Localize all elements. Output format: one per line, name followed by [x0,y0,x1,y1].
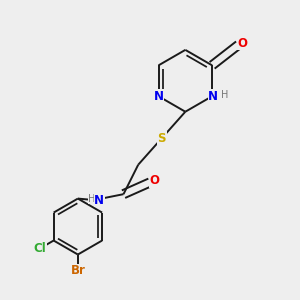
Text: N: N [154,90,164,103]
Text: O: O [238,37,248,50]
Text: O: O [149,174,159,188]
Text: N: N [94,194,104,207]
Text: S: S [158,132,166,145]
Text: N: N [208,90,218,103]
Text: Cl: Cl [33,242,46,255]
Text: Br: Br [70,264,85,277]
Text: H: H [88,194,95,204]
Text: H: H [221,90,228,100]
